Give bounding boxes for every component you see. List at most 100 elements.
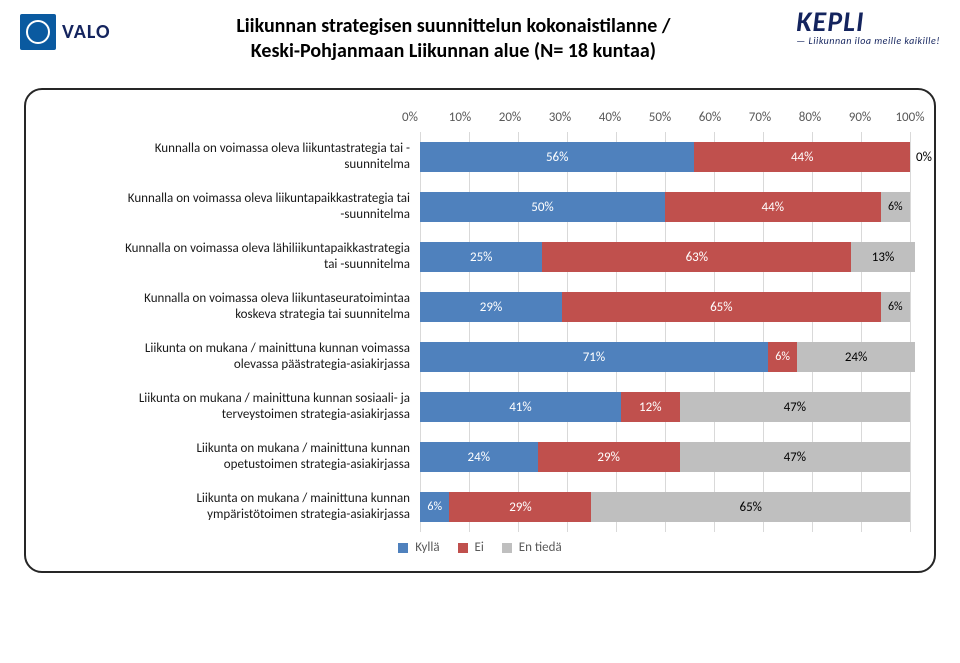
- x-tick: 60%: [699, 110, 721, 125]
- bar-value: 0%: [916, 150, 932, 165]
- bar-value: 71%: [583, 350, 605, 365]
- stacked-bar: 6% 29% 65%: [420, 492, 910, 522]
- bar-segment-dunno: 13%: [851, 242, 915, 272]
- legend-swatch-dunno: [502, 543, 512, 553]
- bar-value: 63%: [686, 250, 708, 265]
- legend-swatch-no: [458, 543, 468, 553]
- row-plot: 24% 29% 47%: [420, 432, 910, 482]
- bar-value: 12%: [639, 400, 661, 415]
- stacked-bar: 71% 6% 24%: [420, 342, 915, 372]
- logo-kepli: KEPLI — Liikunnan iloa meille kaikille!: [796, 8, 940, 46]
- header: VALO Liikunnan strategisen suunnittelun …: [0, 0, 960, 64]
- bar-segment-yes: 6%: [420, 492, 449, 522]
- chart-title: Liikunnan strategisen suunnittelun kokon…: [111, 8, 797, 64]
- x-tick: 100%: [895, 110, 924, 125]
- bar-value: 44%: [791, 150, 813, 165]
- chart-row: Liikunta on mukana / mainittuna kunnan s…: [50, 382, 910, 432]
- bar-segment-no: 44%: [694, 142, 910, 172]
- bar-segment-dunno: 6%: [881, 192, 910, 222]
- axis-ticks: 0%10%20%30%40%50%60%70%80%90%100%: [410, 110, 910, 132]
- row-plot: 71% 6% 24%: [420, 332, 910, 382]
- bar-segment-no: 12%: [621, 392, 680, 422]
- chart-row: Liikunta on mukana / mainittuna kunnanym…: [50, 482, 910, 532]
- bar-segment-no: 6%: [768, 342, 797, 372]
- bar-value: 25%: [470, 250, 492, 265]
- bar-value: 13%: [872, 250, 894, 265]
- row-plot: 41%12%47%: [420, 382, 910, 432]
- chart-row: Liikunta on mukana / mainittuna kunnanop…: [50, 432, 910, 482]
- row-plot: 25% 63% 13%: [420, 232, 910, 282]
- row-label: Liikunta on mukana / mainittuna kunnanym…: [50, 491, 420, 522]
- valo-text: VALO: [62, 20, 111, 44]
- x-tick: 10%: [449, 110, 471, 125]
- bar-value: 65%: [710, 300, 732, 315]
- bar-value: 6%: [888, 300, 903, 314]
- stacked-bar: 50% 44% 6%: [420, 192, 910, 222]
- legend-item-no: Ei: [458, 540, 484, 555]
- row-plot: 50% 44% 6%: [420, 182, 910, 232]
- bar-value: 47%: [784, 400, 806, 415]
- bar-segment-yes: 25%: [420, 242, 542, 272]
- chart-frame: 0%10%20%30%40%50%60%70%80%90%100% Kunnal…: [24, 88, 936, 573]
- valo-icon: [20, 14, 56, 50]
- x-tick: 70%: [749, 110, 771, 125]
- bar-segment-no: 29%: [449, 492, 591, 522]
- row-label: Liikunta on mukana / mainittuna kunnanop…: [50, 441, 420, 472]
- legend-item-yes: Kyllä: [398, 540, 439, 555]
- bar-value: 47%: [784, 450, 806, 465]
- title-line-1: Liikunnan strategisen suunnittelun kokon…: [121, 14, 787, 39]
- bar-segment-dunno: 47%: [680, 442, 910, 472]
- bar-segment-no: 44%: [665, 192, 881, 222]
- bar-segment-dunno: 65%: [591, 492, 910, 522]
- row-plot: 29% 65% 6%: [420, 282, 910, 332]
- bar-segment-yes: 71%: [420, 342, 768, 372]
- stacked-bar: 56%44%0%: [420, 142, 910, 172]
- chart-row: Kunnalla on voimassa oleva lähiliikuntap…: [50, 232, 910, 282]
- x-tick: 0%: [402, 110, 418, 125]
- legend: Kyllä Ei En tiedä: [50, 540, 910, 555]
- kepli-name: KEPLI: [796, 8, 940, 36]
- bar-value: 29%: [597, 450, 619, 465]
- row-plot: 6% 29% 65%: [420, 482, 910, 532]
- x-tick: 90%: [849, 110, 871, 125]
- legend-label-no: Ei: [475, 540, 484, 555]
- bar-segment-yes: 56%: [420, 142, 694, 172]
- bar-value: 50%: [531, 200, 553, 215]
- bar-segment-no: 65%: [562, 292, 881, 322]
- bar-value: 29%: [480, 300, 502, 315]
- x-tick: 40%: [599, 110, 621, 125]
- stacked-bar: 29% 65% 6%: [420, 292, 910, 322]
- row-label: Kunnalla on voimassa oleva liikuntastrat…: [50, 141, 420, 172]
- kepli-tagline: — Liikunnan iloa meille kaikille!: [796, 36, 940, 46]
- bar-value: 29%: [509, 500, 531, 515]
- stacked-bar: 24% 29% 47%: [420, 442, 910, 472]
- bar-segment-yes: 24%: [420, 442, 538, 472]
- bar-segment-dunno: 47%: [680, 392, 910, 422]
- stacked-bar: 41%12%47%: [420, 392, 910, 422]
- bar-value: 6%: [427, 500, 442, 514]
- x-tick: 30%: [549, 110, 571, 125]
- bar-segment-no: 29%: [538, 442, 680, 472]
- x-tick: 50%: [649, 110, 671, 125]
- bar-value: 24%: [845, 350, 867, 365]
- bar-value: 6%: [775, 350, 790, 364]
- valo-wrap: VALO: [20, 14, 111, 50]
- row-label: Kunnalla on voimassa oleva liikuntaseura…: [50, 291, 420, 322]
- chart-row: Liikunta on mukana / mainittuna kunnan v…: [50, 332, 910, 382]
- legend-item-dunno: En tiedä: [502, 540, 562, 555]
- bar-segment-dunno: 24%: [797, 342, 915, 372]
- bar-value: 44%: [762, 200, 784, 215]
- bar-segment-dunno: 6%: [881, 292, 910, 322]
- stacked-bar: 25% 63% 13%: [420, 242, 915, 272]
- row-label: Liikunta on mukana / mainittuna kunnan v…: [50, 341, 420, 372]
- legend-label-yes: Kyllä: [415, 540, 439, 555]
- chart-row: Kunnalla on voimassa oleva liikuntastrat…: [50, 132, 910, 182]
- chart-rows: Kunnalla on voimassa oleva liikuntastrat…: [50, 132, 910, 532]
- bar-segment-yes: 50%: [420, 192, 665, 222]
- row-label: Kunnalla on voimassa oleva lähiliikuntap…: [50, 241, 420, 272]
- row-plot: 56%44%0%: [420, 132, 910, 182]
- x-axis: 0%10%20%30%40%50%60%70%80%90%100%: [50, 110, 910, 132]
- chart-row: Kunnalla on voimassa oleva liikuntapaikk…: [50, 182, 910, 232]
- bar-segment-no: 63%: [542, 242, 851, 272]
- x-tick: 80%: [799, 110, 821, 125]
